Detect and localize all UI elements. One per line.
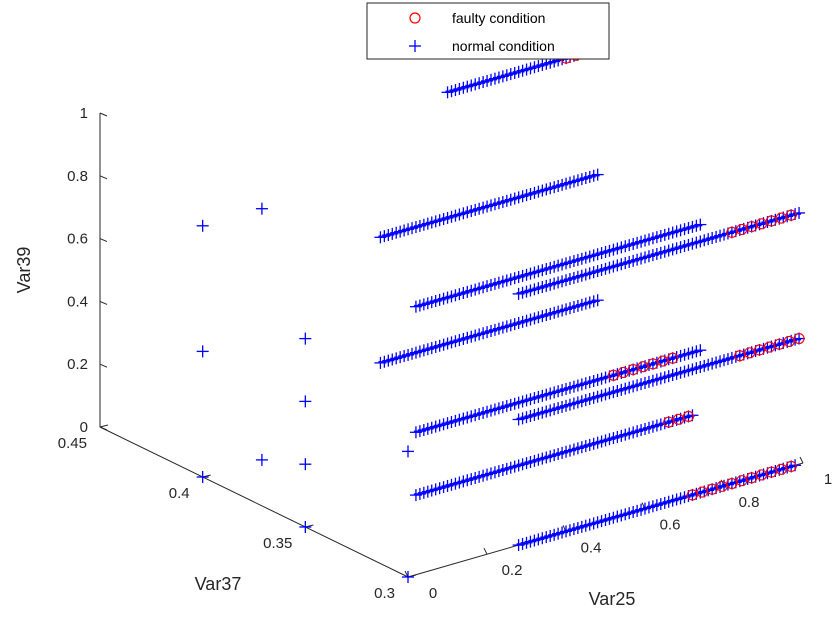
x-tick-label: 0.4: [581, 539, 602, 556]
legend-box: [366, 2, 610, 60]
data-point-faulty: [753, 344, 766, 356]
data-point-normal: [793, 332, 806, 345]
data-point-normal: [196, 219, 209, 232]
data-point-faulty: [637, 361, 649, 373]
y-axis-line: [99, 426, 409, 578]
z-tick-label: 0.2: [67, 356, 88, 373]
data-point-faulty: [763, 341, 775, 353]
y-tick-label: 0.35: [263, 535, 292, 552]
z-tick-label: 1: [80, 105, 88, 122]
y-tick-mark: [99, 424, 109, 428]
data-point-faulty: [783, 335, 795, 347]
data-point-normal: [299, 332, 312, 345]
z-tick-mark: [99, 363, 108, 368]
x-axis-label: Var25: [589, 589, 636, 609]
data-points: [196, 45, 806, 583]
data-point-faulty: [716, 480, 728, 492]
y-tick-label: 0.4: [169, 485, 190, 502]
data-point-faulty: [657, 355, 669, 367]
z-tick-mark: [99, 112, 108, 117]
x-tick-label: 0.8: [739, 494, 760, 511]
data-point-normal: [299, 521, 312, 533]
data-point-faulty: [746, 472, 758, 484]
tick-labels: 00.20.40.60.810.30.350.40.4500.20.40.60.…: [58, 105, 832, 602]
legend-plus-marker-icon: [409, 40, 421, 52]
data-point-faulty: [734, 350, 746, 362]
x-tick-mark: [799, 456, 804, 464]
x-tick-label: 0.2: [502, 562, 523, 579]
data-point-faulty: [736, 223, 748, 236]
y-axis-label: Var37: [195, 574, 242, 594]
data-point-faulty: [607, 369, 619, 381]
data-point-normal: [591, 168, 604, 181]
data-point-normal: [196, 345, 209, 358]
x-tick-label: 0: [429, 585, 437, 602]
legend-label-faulty: faulty condition: [452, 10, 545, 26]
data-point-normal: [255, 202, 268, 215]
data-point-normal: [591, 294, 604, 307]
data-point-faulty: [726, 477, 738, 490]
data-point-faulty: [647, 358, 659, 370]
y-tick-label: 0.45: [58, 435, 87, 452]
data-point-faulty: [775, 463, 787, 475]
z-tick-mark: [99, 300, 108, 305]
data-point-faulty: [765, 466, 777, 478]
data-point-faulty: [755, 469, 768, 481]
data-point-faulty: [785, 460, 797, 472]
x-tick-mark: [483, 547, 488, 555]
x-tick-label: 0.6: [660, 517, 681, 534]
data-point-faulty: [744, 347, 756, 359]
data-point-faulty: [793, 332, 805, 345]
data-point-faulty: [667, 352, 679, 364]
data-point-faulty: [617, 366, 629, 378]
legend-circle-marker-icon: [409, 12, 421, 24]
data-point-faulty: [765, 215, 777, 227]
data-point-normal: [196, 471, 209, 483]
data-point-normal: [694, 344, 707, 357]
data-point-normal: [299, 395, 312, 408]
data-point-normal: [299, 458, 312, 471]
data-point-normal: [255, 453, 268, 466]
x-tick-label: 1: [824, 471, 832, 488]
z-tick-mark: [99, 238, 108, 243]
data-point-faulty: [736, 475, 748, 487]
data-point-faulty: [686, 489, 698, 501]
data-point-normal: [694, 218, 707, 231]
z-axis-label: Var39: [14, 247, 34, 294]
data-point-normal: [402, 571, 414, 583]
data-point-faulty: [775, 212, 787, 224]
data-point-faulty: [663, 416, 675, 428]
z-tick-label: 0.8: [67, 168, 88, 185]
data-point-faulty: [682, 410, 695, 422]
data-point-faulty: [773, 338, 785, 350]
data-point-faulty: [706, 483, 718, 495]
z-tick-label: 0.4: [67, 293, 88, 310]
y-tick-label: 0.3: [374, 585, 395, 602]
data-point-faulty: [627, 364, 639, 376]
legend-label-normal: normal condition: [452, 38, 555, 54]
legend: faulty condition normal condition: [366, 2, 610, 60]
data-point-faulty: [755, 218, 768, 230]
data-point-faulty: [785, 209, 797, 221]
z-tick-label: 0.6: [67, 231, 88, 248]
data-point-normal: [402, 445, 414, 458]
data-point-faulty: [726, 226, 738, 238]
z-tick-mark: [99, 175, 108, 180]
data-point-faulty: [673, 413, 685, 425]
data-point-faulty: [696, 486, 708, 498]
z-tick-label: 0: [80, 419, 88, 436]
z-tick-mark: [99, 426, 108, 431]
data-point-faulty: [746, 221, 758, 233]
